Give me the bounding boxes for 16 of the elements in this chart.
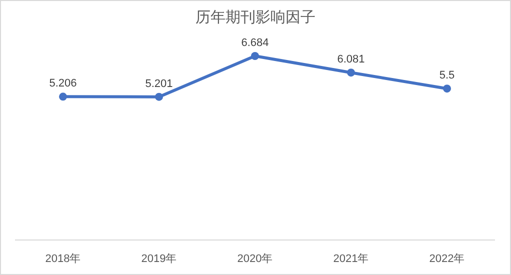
point <box>59 92 67 101</box>
point <box>155 92 163 101</box>
data-label: 6.684 <box>241 37 269 49</box>
x-tick-label: 2022年 <box>429 253 465 265</box>
x-tick-label: 2019年 <box>141 253 177 265</box>
data-label: 6.081 <box>337 54 365 66</box>
x-tick-label: 2020年 <box>237 253 273 265</box>
x-tick-label: 2018年 <box>45 253 81 265</box>
data-label: 5.201 <box>145 78 173 90</box>
point <box>251 52 259 60</box>
x-tick-label: 2021年 <box>333 253 369 265</box>
data-label: 5.206 <box>49 78 77 90</box>
chart-title: 历年期刊影响因子 <box>196 9 316 26</box>
point <box>347 68 355 77</box>
point <box>443 84 451 93</box>
data-label: 5.5 <box>439 70 455 82</box>
